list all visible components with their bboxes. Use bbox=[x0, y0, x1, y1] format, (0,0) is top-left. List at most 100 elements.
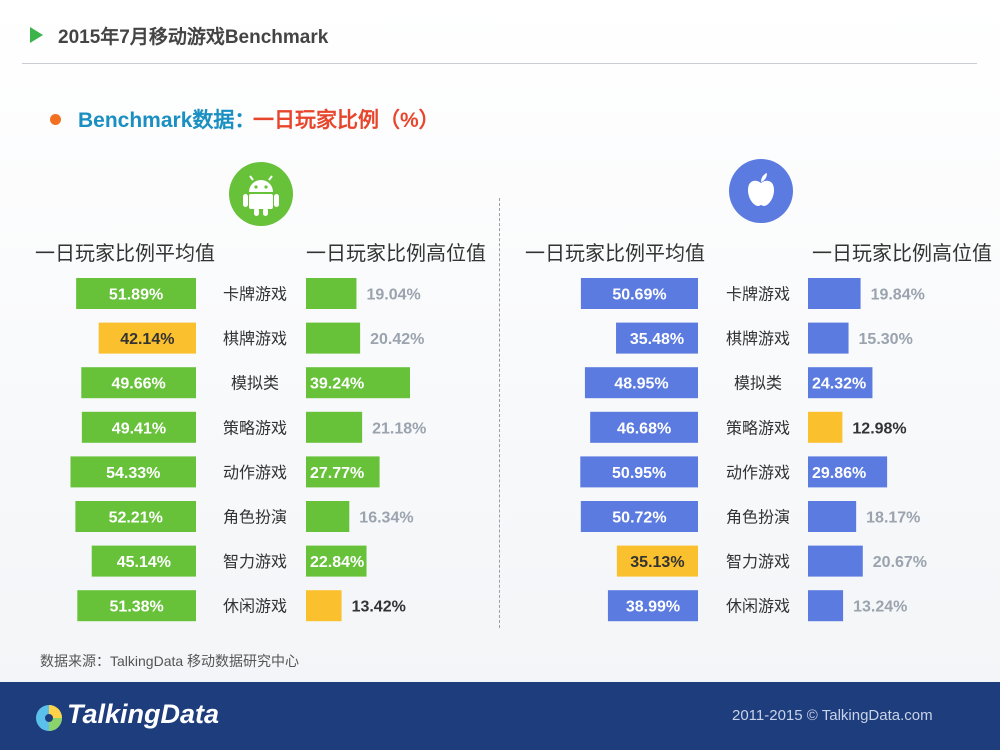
android-category-label: 卡牌游戏 bbox=[223, 286, 287, 304]
android-avg-bar bbox=[77, 590, 196, 622]
android-category-label: 棋牌游戏 bbox=[223, 330, 287, 348]
android-avg-bar bbox=[70, 456, 196, 488]
ios-avg-value-label: 48.95% bbox=[614, 376, 668, 393]
android-avg-bar bbox=[98, 322, 196, 354]
ios-category-label: 策略游戏 bbox=[726, 419, 790, 437]
page-header: 2015年7月移动游戏Benchmark bbox=[0, 0, 1000, 70]
android-avg-value-label: 45.14% bbox=[117, 554, 171, 571]
ios-high-value-label: 29.86% bbox=[812, 465, 866, 482]
ios-high-bar bbox=[808, 545, 863, 577]
android-category-label: 智力游戏 bbox=[223, 553, 287, 571]
android-avg-value-label: 42.14% bbox=[120, 331, 174, 348]
ios-high-bar bbox=[808, 278, 861, 309]
play-triangle-icon bbox=[30, 27, 43, 43]
ios-high-value-label: 24.32% bbox=[812, 376, 866, 393]
platform-divider bbox=[499, 198, 500, 628]
android-avg-bar bbox=[81, 411, 196, 443]
android-avg-value-label: 52.21% bbox=[109, 510, 163, 527]
android-high-bar bbox=[306, 411, 363, 443]
ios-high-value-label: 18.17% bbox=[866, 510, 920, 527]
android-avg-value-label: 51.89% bbox=[109, 287, 163, 304]
ios-high-bar bbox=[808, 590, 844, 622]
android-high-header: 一日玩家比例高位值 bbox=[306, 243, 486, 265]
ios-category-label: 模拟类 bbox=[734, 375, 782, 393]
subtitle-main: 一日玩家比例（%） bbox=[253, 109, 440, 132]
android-icon bbox=[229, 162, 293, 226]
ios-high-bar bbox=[808, 456, 888, 488]
ios-high-header: 一日玩家比例高位值 bbox=[812, 243, 992, 265]
android-category-label: 休闲游戏 bbox=[223, 598, 287, 616]
android-high-bar bbox=[306, 456, 380, 488]
ios-high-bar bbox=[808, 367, 873, 399]
ios-category-label: 角色扮演 bbox=[726, 509, 790, 527]
android-high-value-label: 20.42% bbox=[370, 331, 424, 348]
android-category-label: 策略游戏 bbox=[223, 419, 287, 437]
ios-high-bar bbox=[808, 501, 857, 532]
ios-avg-value-label: 35.13% bbox=[630, 554, 684, 571]
subtitle-prefix: Benchmark数据： bbox=[78, 109, 256, 132]
ios-avg-bar bbox=[607, 590, 698, 622]
android-high-bar bbox=[306, 501, 350, 532]
ios-category-label: 卡牌游戏 bbox=[726, 286, 790, 304]
brand-name: TalkingData bbox=[67, 699, 220, 729]
ios-high-value-label: 19.84% bbox=[871, 287, 925, 304]
ios-avg-bar bbox=[584, 367, 698, 399]
ios-avg-bar bbox=[616, 545, 698, 577]
android-high-value-label: 39.24% bbox=[310, 376, 364, 393]
ios-high-value-label: 15.30% bbox=[859, 331, 913, 348]
header-divider bbox=[22, 63, 977, 64]
ios-avg-bar bbox=[580, 501, 698, 532]
ios-avg-value-label: 50.72% bbox=[612, 510, 666, 527]
android-high-value-label: 22.84% bbox=[310, 554, 364, 571]
ios-avg-bar bbox=[580, 278, 698, 309]
android-avg-bar bbox=[76, 278, 196, 309]
ios-avg-bar bbox=[616, 322, 698, 354]
android-avg-bar bbox=[91, 545, 196, 577]
android-high-bar bbox=[306, 545, 367, 577]
ios-high-bar bbox=[808, 322, 849, 354]
copyright-text: 2011-2015 © TalkingData.com bbox=[732, 707, 933, 724]
bullet-dot-icon bbox=[50, 114, 61, 125]
android-high-value-label: 27.77% bbox=[310, 465, 364, 482]
ios-high-value-label: 13.24% bbox=[853, 599, 907, 616]
ios-avg-value-label: 50.69% bbox=[612, 287, 666, 304]
android-high-value-label: 21.18% bbox=[372, 420, 426, 437]
android-avg-bar bbox=[81, 367, 196, 399]
android-category-label: 角色扮演 bbox=[223, 509, 287, 527]
android-high-value-label: 13.42% bbox=[352, 599, 406, 616]
talkingdata-logo-icon bbox=[36, 705, 62, 731]
android-high-bar bbox=[306, 278, 357, 309]
android-high-bar bbox=[306, 590, 342, 622]
ios-category-label: 智力游戏 bbox=[726, 553, 790, 571]
android-category-label: 模拟类 bbox=[231, 375, 279, 393]
android-avg-value-label: 51.38% bbox=[110, 599, 164, 616]
ios-avg-value-label: 35.48% bbox=[630, 331, 684, 348]
ios-avg-value-label: 38.99% bbox=[626, 599, 680, 616]
android-avg-bar bbox=[75, 501, 196, 532]
ios-avg-value-label: 46.68% bbox=[617, 420, 671, 437]
ios-high-value-label: 12.98% bbox=[852, 420, 906, 437]
ios-avg-header: 一日玩家比例平均值 bbox=[525, 243, 705, 265]
android-avg-value-label: 54.33% bbox=[106, 465, 160, 482]
ios-avg-bar bbox=[590, 411, 698, 443]
ios-avg-value-label: 50.95% bbox=[612, 465, 666, 482]
android-high-bar bbox=[306, 367, 410, 399]
android-high-value-label: 16.34% bbox=[359, 510, 413, 527]
ios-category-label: 动作游戏 bbox=[726, 464, 790, 482]
data-source: 数据来源：TalkingData 移动数据研究中心 bbox=[40, 653, 300, 669]
ios-category-label: 休闲游戏 bbox=[726, 598, 790, 616]
android-category-label: 动作游戏 bbox=[223, 464, 287, 482]
ios-high-bar bbox=[808, 411, 843, 443]
page-title: 2015年7月移动游戏Benchmark bbox=[58, 27, 329, 48]
android-avg-value-label: 49.41% bbox=[112, 420, 166, 437]
ios-avg-bar bbox=[580, 456, 698, 488]
ios-high-value-label: 20.67% bbox=[873, 554, 927, 571]
android-avg-header: 一日玩家比例平均值 bbox=[35, 243, 215, 265]
apple-icon bbox=[729, 159, 793, 223]
page-footer: TalkingData 2011-2015 © TalkingData.com bbox=[0, 682, 1000, 750]
android-high-bar bbox=[306, 322, 361, 354]
android-high-value-label: 19.04% bbox=[366, 287, 420, 304]
android-avg-value-label: 49.66% bbox=[112, 376, 166, 393]
ios-category-label: 棋牌游戏 bbox=[726, 330, 790, 348]
